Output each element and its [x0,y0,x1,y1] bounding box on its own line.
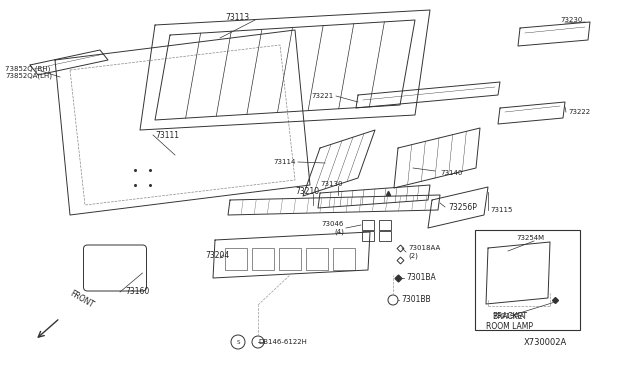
Text: 7301BA: 7301BA [406,273,436,282]
Bar [379,231,391,241]
Text: S: S [236,340,240,344]
Text: 73046
(4): 73046 (4) [322,221,344,235]
Text: 73230: 73230 [560,17,582,23]
Text: 73111: 73111 [155,131,179,140]
Text: 73221: 73221 [312,93,334,99]
Text: BRACKET
ROOM LAMP: BRACKET ROOM LAMP [486,312,534,331]
Bar [475,230,580,330]
Text: 73113: 73113 [225,13,249,22]
Text: 73130: 73130 [320,181,342,187]
Text: 73018AA
(2): 73018AA (2) [408,245,440,259]
Text: DB146-6122H: DB146-6122H [258,339,307,345]
Text: X730002A: X730002A [524,338,566,347]
Text: 73256P: 73256P [448,202,477,212]
Text: 7301BB: 7301BB [401,295,431,305]
Bar [362,220,374,230]
Text: FRONT: FRONT [68,289,95,310]
Text: 73222: 73222 [568,109,590,115]
Bar [279,248,301,270]
Text: 73019AA: 73019AA [492,313,524,319]
Text: 73852Q (RH)
73852QA(LH): 73852Q (RH) 73852QA(LH) [5,65,52,79]
Text: 73160: 73160 [125,288,149,296]
Bar [333,248,355,270]
Bar [306,248,328,270]
Bar [252,248,274,270]
Bar [362,231,374,241]
Bar [379,220,391,230]
Text: 73114: 73114 [274,159,296,165]
Text: 73254M: 73254M [516,235,544,241]
Text: 73140: 73140 [440,170,462,176]
Text: 73115: 73115 [490,207,513,213]
Text: 73210: 73210 [295,187,319,196]
Bar [225,248,247,270]
Text: 73204: 73204 [205,250,229,260]
